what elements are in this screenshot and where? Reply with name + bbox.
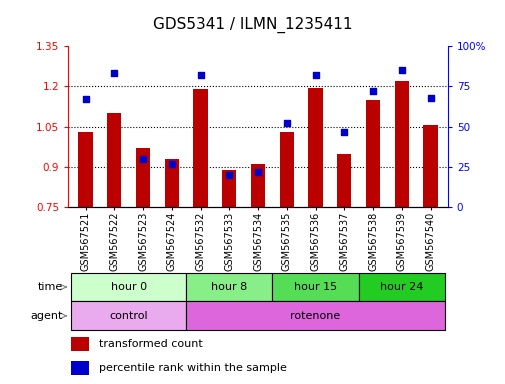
Bar [164,159,179,207]
Point [139,156,147,162]
Bar [186,301,444,330]
Point [81,96,89,103]
Text: hour 24: hour 24 [379,282,423,292]
Bar [136,148,150,207]
Point [110,70,118,76]
Bar [193,89,208,207]
Text: rotenone: rotenone [290,311,340,321]
Bar [186,273,272,301]
Point [339,129,347,135]
Bar [250,164,265,207]
Bar [222,170,236,207]
Bar [365,100,379,207]
Text: percentile rank within the sample: percentile rank within the sample [99,362,286,373]
Text: hour 8: hour 8 [211,282,247,292]
Text: hour 15: hour 15 [293,282,336,292]
Point [168,161,176,167]
Point [311,72,319,78]
Text: time: time [38,282,63,292]
Bar [279,132,293,207]
Bar [358,273,444,301]
Bar [107,113,121,207]
Bar [423,125,437,207]
Point [254,169,262,175]
Point [196,72,204,78]
Bar [71,337,89,351]
Point [397,67,405,73]
Text: control: control [109,311,147,321]
Bar [71,273,186,301]
Text: transformed count: transformed count [99,339,203,349]
Point [426,94,434,101]
Point [368,88,376,94]
Text: agent: agent [31,311,63,321]
Bar [71,301,186,330]
Bar [71,361,89,375]
Bar [336,154,351,207]
Bar [78,132,92,207]
Point [282,121,290,127]
Bar [272,273,358,301]
Point [225,172,233,178]
Text: GDS5341 / ILMN_1235411: GDS5341 / ILMN_1235411 [153,17,352,33]
Text: hour 0: hour 0 [111,282,146,292]
Bar [308,88,322,207]
Bar [394,81,408,207]
